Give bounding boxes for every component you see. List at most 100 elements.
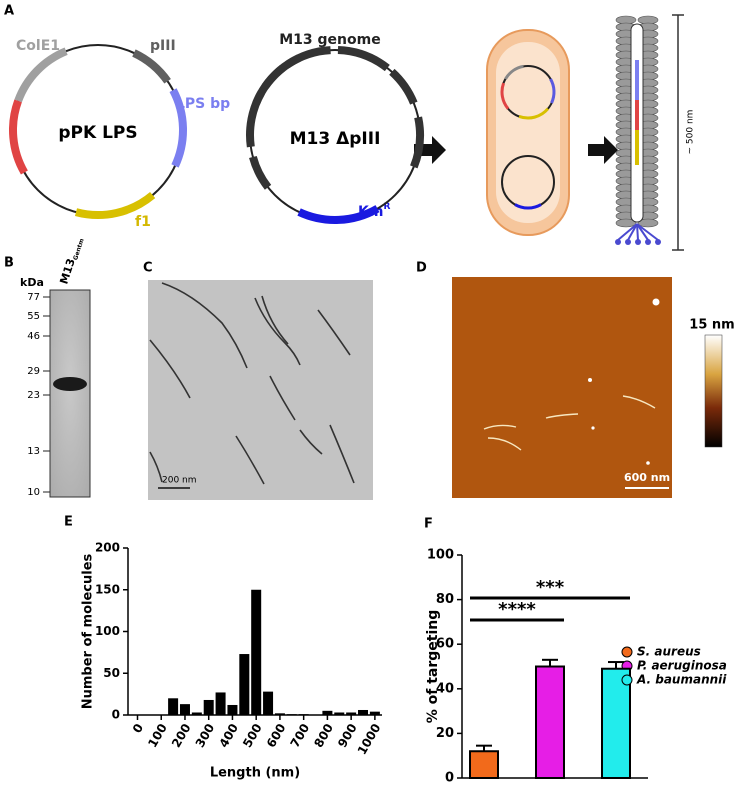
x-tick-label: 700	[288, 721, 313, 750]
gel-band	[53, 377, 87, 391]
part-label: f1	[135, 214, 151, 230]
scale-label: ~ 500 nm	[686, 110, 696, 155]
phage-coat	[615, 218, 637, 228]
legend-marker	[621, 646, 633, 658]
marker-label: 29	[27, 366, 40, 377]
bar	[369, 711, 380, 715]
x-tick-label: 100	[145, 721, 170, 750]
lane-name: M13	[57, 257, 77, 286]
bar	[203, 699, 214, 715]
filament	[261, 295, 289, 345]
marker-label: 55	[27, 311, 40, 322]
scale-label: 600 nm	[624, 471, 670, 484]
marker-label: 46	[27, 331, 40, 342]
filament	[269, 375, 296, 421]
x-axis-label: Length (nm)	[210, 766, 300, 781]
y-axis-label: Number of molecules	[81, 553, 96, 709]
plasmid-name: M13 ΔpIII	[290, 129, 381, 149]
x-tick-label: 400	[216, 721, 241, 750]
gel	[49, 289, 91, 498]
filament	[149, 451, 163, 483]
unit-label: kDa	[20, 276, 44, 289]
phage-gene	[635, 60, 639, 100]
y-tick-label: 100	[427, 548, 454, 563]
y-tick-label: 150	[95, 582, 120, 596]
part-label: LPS bp	[176, 96, 230, 112]
x-tick-label: 600	[264, 721, 289, 750]
bar	[239, 654, 250, 715]
bar	[251, 589, 262, 715]
plasmid-segment	[262, 54, 301, 89]
bar	[168, 698, 179, 715]
y-tick-label: 0	[112, 708, 120, 722]
micrograph-filaments	[149, 282, 355, 485]
plasmid-segment	[549, 78, 556, 104]
part-label: pIII	[150, 38, 176, 54]
plasmid-segment	[410, 116, 424, 169]
plasmid-segment	[249, 155, 272, 190]
panel-letter: D	[416, 261, 427, 276]
x-tick-label: 500	[240, 721, 265, 750]
filament	[329, 424, 355, 484]
y-tick-label: 0	[445, 771, 454, 785]
filament	[149, 339, 191, 399]
filament	[254, 297, 301, 366]
plasmid-name: pPK LPS	[58, 123, 137, 143]
scale-label: 200 nm	[162, 476, 197, 486]
bar	[601, 667, 631, 779]
phage	[615, 15, 661, 245]
plasmid-segment	[169, 88, 187, 168]
phage-gene	[635, 100, 639, 130]
bar	[191, 712, 202, 715]
bar	[535, 665, 565, 779]
phage-foot	[635, 239, 641, 245]
plasmid-segment	[74, 191, 156, 219]
bar	[274, 713, 285, 715]
y-tick-label: 200	[95, 541, 120, 555]
panel-letter: A	[4, 4, 14, 19]
bar	[227, 704, 238, 715]
y-tick-label: 60	[436, 637, 454, 652]
marker-label: 77	[27, 292, 40, 303]
y-tick-label: 40	[436, 681, 454, 696]
marker-label: 10	[27, 487, 40, 498]
bar	[263, 691, 274, 715]
phage-leg	[627, 223, 638, 241]
lane-label: M13Gentm	[57, 236, 85, 286]
phage-foot	[645, 239, 651, 245]
plasmid-segment	[514, 203, 542, 210]
afm-filaments	[483, 395, 656, 451]
colorbar	[704, 334, 723, 448]
plasmid-segment	[14, 47, 68, 103]
bar	[179, 704, 190, 715]
legend-label: S. aureus	[637, 645, 701, 659]
y-tick-label: 100	[95, 624, 120, 638]
plasmid-segment	[246, 90, 265, 148]
bar	[358, 709, 369, 715]
afm-particle	[591, 426, 595, 430]
phage-coat	[637, 218, 659, 228]
lane-subscript: Gentm	[72, 238, 86, 261]
filament	[317, 309, 351, 356]
significance-label: ***	[536, 577, 565, 598]
marker-label: 13	[27, 446, 40, 457]
phage-gene	[635, 130, 639, 165]
y-tick-label: 80	[436, 592, 454, 607]
plasmid-segment	[518, 107, 550, 120]
panel-letter: F	[424, 517, 433, 532]
afm-image	[452, 277, 672, 498]
legend-label: P. aeruginosa	[637, 659, 727, 673]
bar	[322, 710, 333, 715]
y-tick-label: 20	[436, 726, 454, 741]
part-label: M13 genome	[279, 32, 380, 48]
y-tick-label: 50	[103, 666, 120, 680]
legend-marker	[621, 674, 633, 686]
significance-label: ****	[498, 599, 536, 620]
bar	[346, 712, 357, 715]
filament	[545, 413, 579, 419]
panel-letter: E	[64, 515, 73, 530]
filament	[161, 282, 248, 369]
filament	[622, 395, 656, 409]
afm-particle	[652, 298, 660, 306]
